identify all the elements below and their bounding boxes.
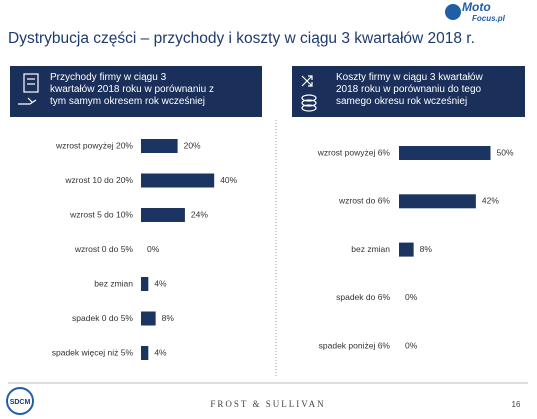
value-label: 20% (184, 140, 201, 150)
value-label: 50% (497, 147, 514, 157)
category-label: spadek więcej niż 5% (52, 347, 134, 357)
category-label: wzrost 5 do 10% (69, 209, 133, 219)
page-number: 16 (512, 400, 521, 409)
value-label: 0% (405, 340, 418, 350)
bar (141, 277, 149, 291)
footer-brand: FROST & SULLIVAN (210, 399, 325, 409)
logo-sub: Focus.pl (472, 14, 506, 23)
value-label: 42% (482, 196, 499, 206)
panel-header (292, 66, 525, 117)
category-label: spadek 0 do 5% (72, 313, 133, 323)
panel-header (10, 66, 262, 117)
category-label: spadek poniżej 6% (319, 340, 391, 350)
category-label: wzrost 0 do 5% (74, 244, 134, 254)
category-label: bez zmian (351, 244, 390, 254)
value-label: 8% (162, 313, 175, 323)
footer-logo: SDCM (10, 399, 31, 406)
logo-icon (445, 4, 461, 20)
footer-logo-ring (6, 387, 34, 415)
value-label: 0% (147, 244, 160, 254)
value-label: 4% (154, 278, 167, 288)
value-label: 40% (220, 175, 237, 185)
bar (399, 146, 491, 160)
bar (141, 346, 149, 360)
icon (301, 75, 317, 112)
category-label: wzrost do 6% (338, 196, 390, 206)
value-label: 24% (191, 209, 208, 219)
value-label: 0% (405, 292, 418, 302)
bar (141, 311, 156, 326)
category-label: bez zmian (94, 278, 133, 288)
slide-title: Dystrybucja części – przychody i koszty … (8, 30, 475, 47)
icon (18, 73, 39, 105)
logo-brand: Moto (462, 0, 491, 14)
bar (141, 208, 185, 222)
category-label: spadek do 6% (336, 292, 390, 302)
bar (141, 139, 178, 153)
logo: Moto Focus.pl (445, 0, 506, 23)
category-label: wzrost powyżej 6% (317, 147, 391, 157)
bar (141, 173, 215, 188)
chart-title: Przychody firmy w ciągu 3 kwartałów 2018 … (50, 72, 214, 107)
bar (399, 242, 414, 257)
value-label: 4% (154, 347, 167, 357)
chart-title: Koszty firmy w ciągu 3 kwartałów 2018 rok… (336, 72, 483, 107)
category-label: wzrost 10 do 20% (64, 175, 133, 185)
category-label: wzrost powyżej 20% (55, 140, 133, 150)
bar (399, 194, 476, 209)
value-label: 8% (420, 244, 433, 254)
